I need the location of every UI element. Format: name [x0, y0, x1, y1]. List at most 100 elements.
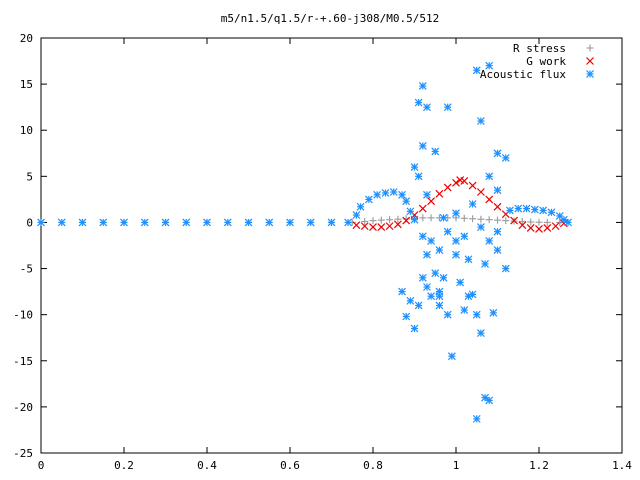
data-point [460, 214, 468, 222]
data-point [522, 204, 531, 213]
data-point [452, 178, 460, 187]
data-point [469, 215, 477, 223]
data-point [37, 218, 45, 227]
series-2 [37, 61, 572, 423]
data-point [406, 296, 415, 305]
data-point [502, 217, 510, 225]
data-point [476, 188, 485, 196]
data-point [485, 195, 494, 204]
data-point [439, 213, 448, 222]
x-tick-label: 0.8 [363, 459, 383, 472]
data-point [435, 189, 444, 198]
data-point [506, 206, 514, 215]
series-1 [352, 176, 568, 233]
data-point [286, 218, 294, 227]
data-point [443, 227, 452, 236]
data-point [527, 218, 535, 226]
axis-ticks: 0 0.2 0.4 0.6 0.8 1 1.2 1.4 -25 -20 -15 -10 -5 0 5 10 15… [13, 32, 632, 472]
data-point [501, 264, 510, 273]
y-tick-label: 15 [20, 78, 33, 91]
data-point [352, 221, 361, 230]
data-point [456, 278, 465, 287]
data-point [493, 186, 502, 195]
data-point [485, 61, 494, 70]
x-tick-label: 1 [453, 459, 460, 472]
data-point [435, 301, 444, 310]
data-point [423, 103, 431, 112]
data-point [377, 223, 386, 231]
data-point [535, 218, 543, 226]
data-point [120, 218, 128, 227]
data-point [564, 218, 572, 227]
y-tick-label: 10 [20, 124, 33, 137]
data-point [443, 310, 452, 319]
y-tick-label: 5 [26, 170, 33, 183]
data-point [476, 223, 485, 231]
data-point [464, 255, 473, 264]
data-point [493, 246, 502, 255]
data-point [431, 269, 440, 278]
data-point [419, 214, 427, 222]
data-point [423, 190, 431, 199]
data-point [57, 218, 66, 227]
x-tick-label: 0.4 [197, 459, 217, 472]
data-point [414, 301, 423, 310]
x-tick-label: 0.6 [280, 459, 300, 472]
data-point [402, 197, 411, 206]
data-point [460, 177, 469, 185]
data-point [452, 250, 460, 259]
data-point [460, 306, 469, 314]
y-tick-label: -20 [13, 401, 33, 414]
data-point [414, 98, 423, 107]
data-point [182, 218, 191, 227]
data-point [535, 224, 543, 233]
data-point [203, 218, 211, 227]
y-tick-label: 0 [26, 216, 33, 229]
data-point [526, 224, 535, 232]
data-point [472, 66, 481, 75]
data-point [485, 396, 494, 405]
data-point [423, 250, 431, 259]
data-point [431, 147, 440, 156]
data-point [402, 312, 411, 321]
data-point [385, 222, 394, 231]
y-tick-label: -25 [13, 447, 33, 460]
y-tick-label: -10 [13, 309, 33, 322]
data-point [501, 153, 510, 162]
data-point [518, 218, 526, 226]
data-point [140, 218, 149, 227]
legend-label: R stress [513, 42, 566, 55]
data-point [518, 221, 527, 230]
data-point [161, 218, 170, 227]
legend-label: G work [526, 55, 566, 68]
data-point [306, 218, 315, 227]
data-point [373, 190, 382, 199]
data-point [389, 188, 398, 196]
chart-title: m5/n1.5/q1.5/r-+.60-j308/M0.5/512 [221, 12, 440, 25]
data-point [327, 218, 336, 227]
data-point [485, 236, 494, 245]
data-point [493, 149, 502, 158]
data-point [427, 214, 435, 222]
data-point [418, 82, 427, 90]
data-point [265, 218, 274, 227]
x-tick-label: 0.2 [114, 459, 134, 472]
data-point [452, 236, 460, 245]
data-point [539, 206, 548, 215]
data-point [410, 215, 419, 224]
y-tick-label: -15 [13, 355, 33, 368]
data-point [423, 283, 431, 291]
y-tick-label: 20 [20, 32, 33, 45]
data-point [485, 216, 493, 224]
data-point [543, 224, 552, 232]
data-point [476, 329, 485, 338]
data-point [99, 218, 108, 227]
data-point [369, 217, 377, 225]
data-point [530, 205, 539, 214]
data-point [477, 215, 485, 223]
data-point [244, 218, 253, 227]
data-point [398, 190, 406, 199]
data-point [406, 207, 415, 216]
